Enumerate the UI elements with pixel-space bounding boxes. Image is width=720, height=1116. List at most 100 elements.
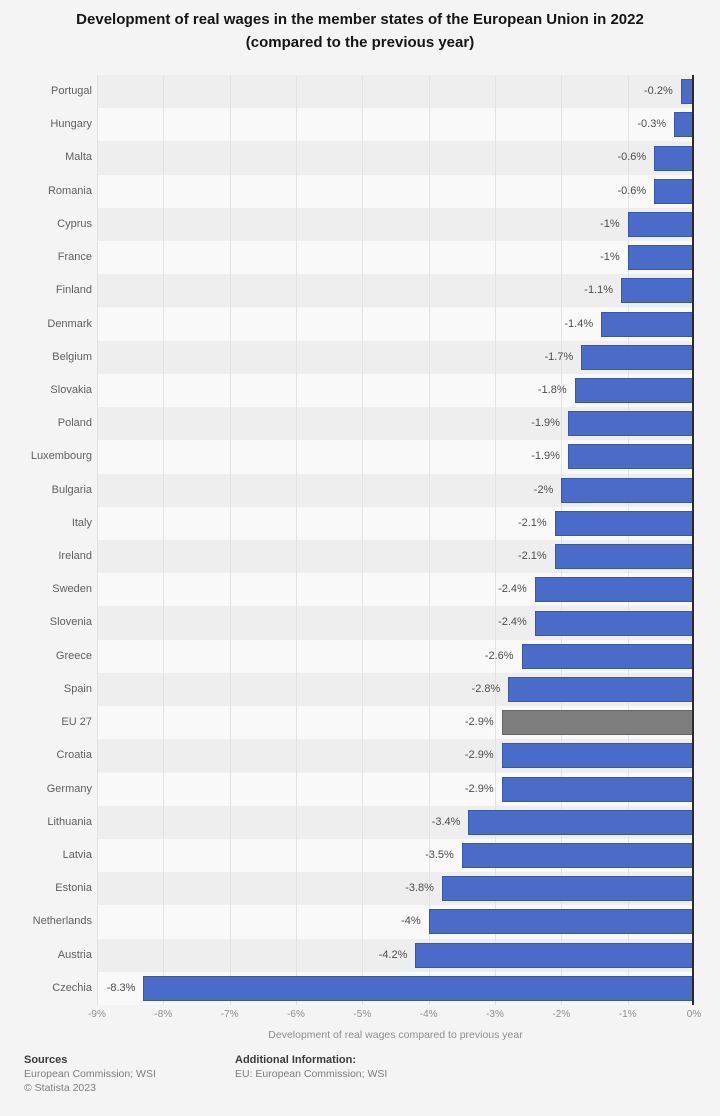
x-tick-label: -4%	[419, 1009, 438, 1020]
category-label-france: France	[57, 251, 92, 264]
value-label: -1.9%	[531, 450, 560, 463]
bar-slovakia	[574, 378, 694, 404]
x-tick-label: -8%	[154, 1009, 173, 1020]
chart-title: Development of real wages in the member …	[0, 8, 720, 54]
value-label: -4.2%	[378, 948, 408, 961]
x-tick-label: 0%	[686, 1009, 702, 1020]
value-label: -2.8%	[471, 682, 501, 695]
value-label: -8.3%	[106, 981, 136, 994]
x-tick-label: -6%	[287, 1009, 305, 1020]
row-stripe	[97, 141, 694, 175]
value-label: -1.9%	[531, 417, 560, 430]
x-tick-label: -9%	[88, 1009, 106, 1020]
bar-sweden	[534, 577, 694, 603]
x-axis-tick-labels: -9% -8% -7% -6% -5% -4% -3% -2% -1% 0%	[88, 1009, 701, 1023]
bar-italy	[554, 510, 694, 536]
value-label: -2.9%	[464, 782, 494, 795]
x-tick-label: -3%	[486, 1009, 504, 1020]
value-label: -1%	[600, 217, 620, 230]
gridline	[296, 75, 297, 1005]
bar-croatia	[501, 743, 694, 769]
category-label-lithuania: Lithuania	[47, 815, 92, 828]
bar-austria	[415, 942, 694, 968]
value-label: -2.1%	[517, 516, 547, 529]
bar-lithuania	[468, 809, 694, 835]
category-label-portugal: Portugal	[51, 85, 92, 97]
category-label-latvia: Latvia	[62, 848, 92, 861]
value-label: -3.4%	[431, 815, 461, 828]
value-label: -0.6%	[617, 184, 647, 197]
copyright-text: © Statista 2023	[24, 1082, 96, 1094]
chart-title-line1: Development of real wages in the member …	[76, 11, 644, 28]
row-stripe	[97, 174, 694, 208]
bar-finland	[621, 278, 694, 304]
bar-cyprus	[627, 211, 694, 237]
category-label-denmark: Denmark	[47, 317, 92, 330]
category-label-malta: Malta	[65, 151, 92, 164]
category-label-spain: Spain	[63, 682, 92, 695]
value-label: -2.9%	[464, 749, 494, 762]
value-label: -2.1%	[517, 550, 547, 562]
bar-ireland	[554, 544, 694, 570]
category-label-bulgaria: Bulgaria	[51, 483, 92, 496]
row-stripe	[97, 207, 694, 242]
value-label: -2%	[533, 483, 554, 496]
bar-slovenia	[534, 610, 694, 636]
category-label-netherlands: Netherlands	[32, 915, 92, 928]
gridline	[428, 75, 430, 1005]
bar-czechia	[143, 975, 694, 1001]
value-label: -3.8%	[405, 882, 434, 895]
bar-romania	[654, 178, 694, 204]
row-stripe	[97, 108, 694, 142]
bar-netherlands	[428, 909, 694, 935]
bar-estonia	[441, 876, 694, 902]
bar-latvia	[461, 843, 694, 869]
value-label: -2.4%	[498, 583, 527, 596]
category-label-luxembourg: Luxembourg	[30, 450, 92, 463]
category-label-slovakia: Slovakia	[50, 383, 92, 396]
bar-belgium	[581, 344, 694, 370]
x-tick-label: -1%	[618, 1009, 637, 1020]
sources-heading: Sources	[24, 1054, 68, 1066]
category-label-romania: Romania	[47, 184, 92, 197]
value-label: -1.8%	[537, 383, 567, 396]
value-label: -0.3%	[637, 118, 667, 131]
category-label-poland: Poland	[57, 417, 92, 430]
row-stripe	[97, 274, 694, 308]
bar-denmark	[601, 311, 694, 337]
bar-france	[627, 245, 694, 271]
gridline	[229, 75, 231, 1005]
value-label: -2.9%	[464, 716, 494, 729]
category-label-austria: Austria	[57, 948, 92, 961]
gridline	[495, 75, 496, 1005]
category-label-finland: Finland	[55, 284, 92, 297]
value-label: -0.6%	[617, 151, 647, 164]
value-label: -0.2%	[643, 85, 673, 97]
x-tick-label: -2%	[552, 1009, 571, 1020]
category-label-belgium: Belgium	[52, 350, 92, 363]
category-label-croatia: Croatia	[56, 749, 92, 762]
bar-germany	[501, 776, 694, 802]
gridline	[627, 75, 629, 1005]
x-tick-label: -5%	[353, 1009, 372, 1020]
value-label: -1.4%	[564, 317, 594, 330]
bar-spain	[508, 676, 694, 702]
category-label-slovenia: Slovenia	[49, 616, 92, 629]
category-label-greece: Greece	[55, 649, 92, 662]
y-axis-category-labels: Portugal Hungary Malta Romania Cyprus France F…	[0, 75, 92, 1005]
plot-area: -0.2% -0.3% -0.6% -0.6% -1% -1% -1.1% -1.4% -1.7…	[97, 75, 694, 1005]
value-label: -1.7%	[544, 350, 574, 363]
value-label: -2.6%	[484, 649, 514, 662]
value-label: -3.5%	[425, 848, 454, 861]
additional-info-text: EU: European Commission; WSI	[235, 1068, 388, 1080]
bar-bulgaria	[561, 477, 694, 503]
gridline	[561, 75, 563, 1005]
row-stripe	[97, 241, 694, 275]
additional-info-heading: Additional Information:	[235, 1054, 356, 1066]
value-label: -1%	[600, 251, 620, 264]
row-stripe	[97, 75, 694, 109]
category-label-ireland: Ireland	[58, 550, 92, 562]
category-label-eu-27: EU 27	[61, 716, 92, 729]
value-label: -2.4%	[498, 616, 527, 629]
